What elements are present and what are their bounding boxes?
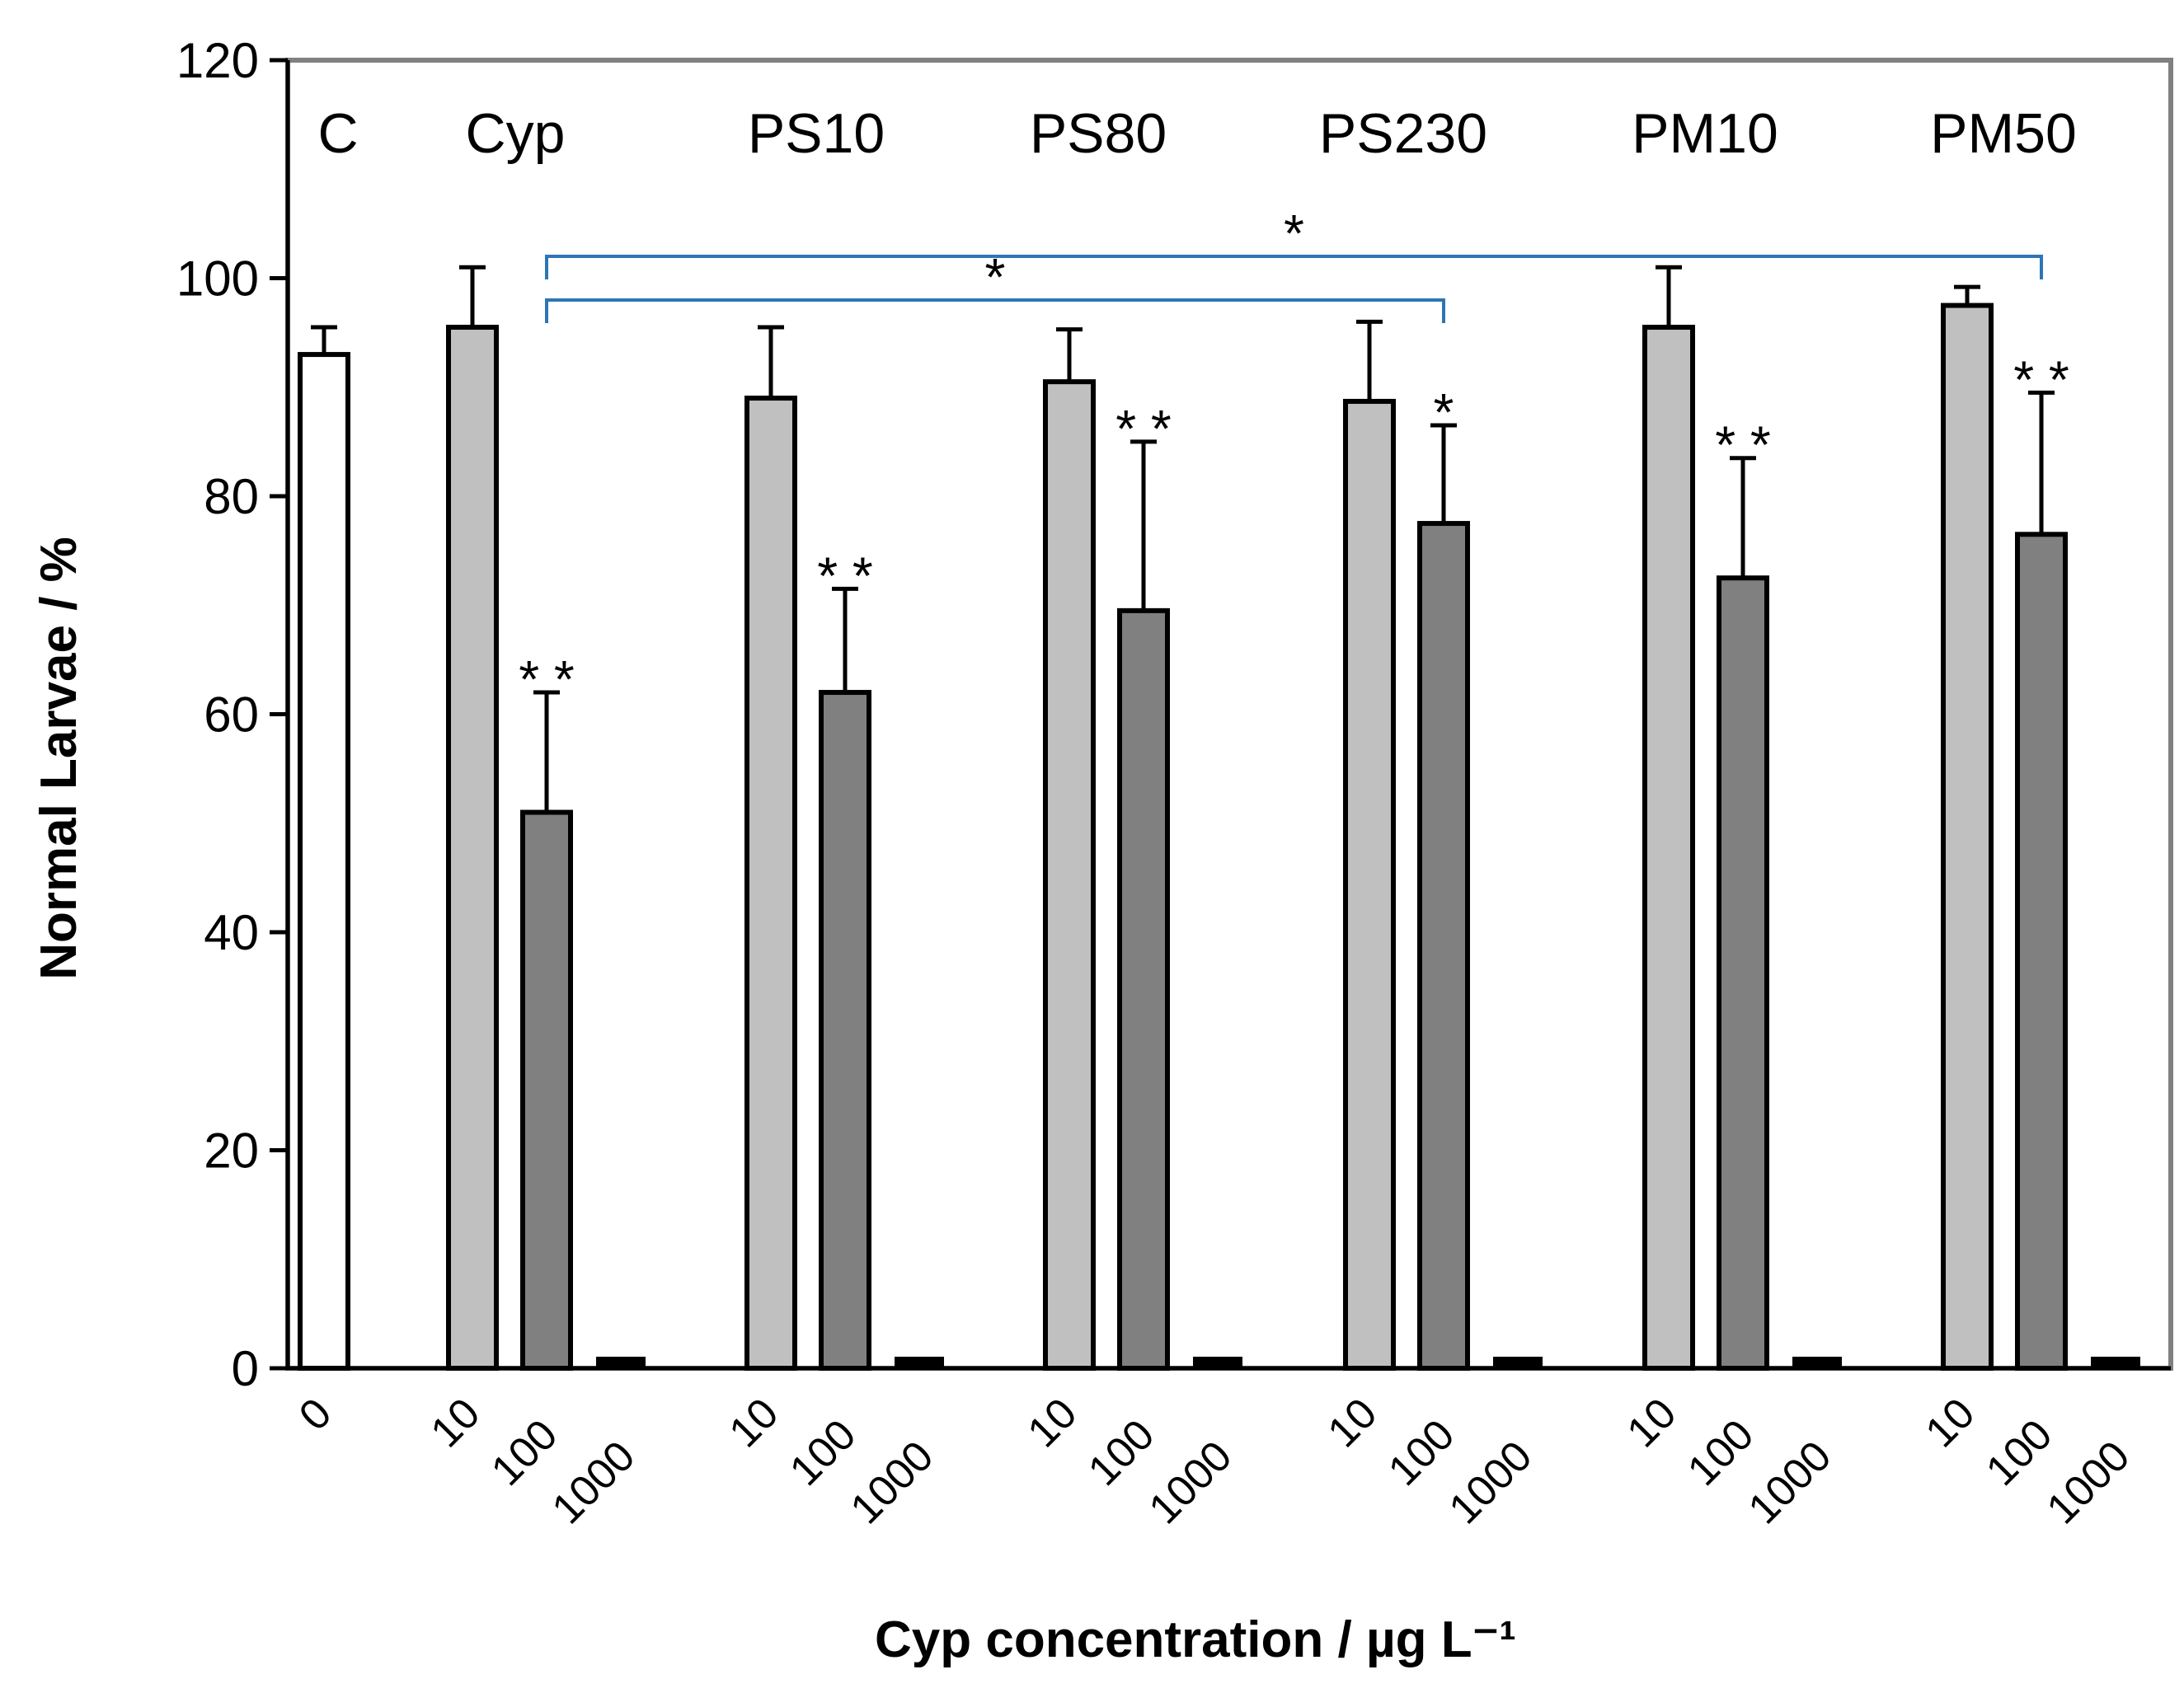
x-tick-label: 10 (1917, 1389, 1984, 1456)
group-label: PS230 (1319, 102, 1487, 165)
y-tick-label: 100 (176, 251, 259, 307)
bracket-label: * (1284, 204, 1304, 263)
x-tick-label: 100 (1079, 1410, 1163, 1494)
x-tick-label: 10 (1019, 1389, 1087, 1456)
significance-marker: * * (1715, 415, 1771, 475)
y-axis-ticks: 0 20 40 60 80 100 120 (176, 33, 288, 1396)
bar-pm10-100 (1717, 575, 1769, 1371)
bar-ps10-1000 (895, 1357, 944, 1368)
significance-marker: * * (1115, 399, 1172, 458)
group-label: PM10 (1632, 102, 1778, 165)
x-tick-label: 100 (781, 1410, 865, 1494)
significance-brackets: ** (545, 204, 2043, 323)
x-tick-label: 10 (422, 1389, 490, 1456)
bar-cyp-1000 (596, 1357, 646, 1368)
x-tick-label: 10 (721, 1389, 788, 1456)
significance-bracket (545, 255, 2043, 280)
x-tick-label: 100 (1977, 1410, 2061, 1494)
bracket-label: * (985, 247, 1006, 307)
y-axis-title: Normal Larvae / % (31, 537, 87, 980)
bar-pm50-10 (1941, 302, 1994, 1371)
group-label: PS80 (1030, 102, 1167, 165)
bar-pm50-100 (2015, 532, 2068, 1371)
x-tick-label: 100 (1379, 1410, 1463, 1494)
bar-cyp-100 (520, 809, 573, 1371)
x-tick-label: 100 (1679, 1410, 1763, 1494)
significance-marker: * * (817, 546, 873, 605)
bar-ps230-10 (1343, 398, 1396, 1371)
bar-ps80-10 (1043, 379, 1096, 1372)
y-tick-label: 20 (204, 1123, 259, 1179)
bar-ps230-100 (1417, 521, 1470, 1371)
y-tick-label: 0 (232, 1341, 259, 1396)
bar-cyp-10 (446, 325, 499, 1372)
x-tick-label: 10 (1618, 1389, 1686, 1456)
significance-bracket (545, 298, 1445, 323)
bar-pm10-1000 (1792, 1357, 1842, 1368)
bar-pm50-1000 (2091, 1357, 2140, 1368)
bar-ps80-1000 (1193, 1357, 1242, 1368)
y-tick-label: 120 (176, 33, 259, 88)
bar-ps10-10 (744, 395, 797, 1372)
bars: * * * * * * * * * * * (298, 265, 2140, 1372)
group-label: PS10 (748, 102, 885, 165)
x-tick-label: 0 (290, 1389, 341, 1439)
group-label: PM50 (1930, 102, 2077, 165)
bar-pm10-10 (1642, 325, 1695, 1372)
group-label: C (317, 102, 358, 165)
y-tick-label: 40 (204, 905, 259, 960)
x-tick-label: 100 (482, 1410, 566, 1494)
group-label: Cyp (466, 102, 566, 165)
group-labels: C Cyp PS10 PS80 PS230 PM10 PM50 (317, 102, 2076, 165)
bar-ps80-100 (1117, 607, 1170, 1371)
bar-ps230-1000 (1493, 1357, 1543, 1368)
bar-ps10-100 (819, 690, 871, 1371)
x-axis-tick-labels: 0 101001000101001000101001000101001000101… (290, 1389, 2139, 1533)
y-tick-label: 60 (204, 687, 259, 743)
significance-marker: * * (519, 650, 575, 709)
significance-marker: * (1434, 382, 1454, 442)
bar-c-0 (298, 352, 350, 1372)
significance-marker: * * (2013, 349, 2069, 409)
y-tick-label: 80 (204, 469, 259, 524)
x-axis-title: Cyp concentration / µg L⁻¹ (875, 1611, 1516, 1668)
x-tick-label: 10 (1319, 1389, 1387, 1456)
